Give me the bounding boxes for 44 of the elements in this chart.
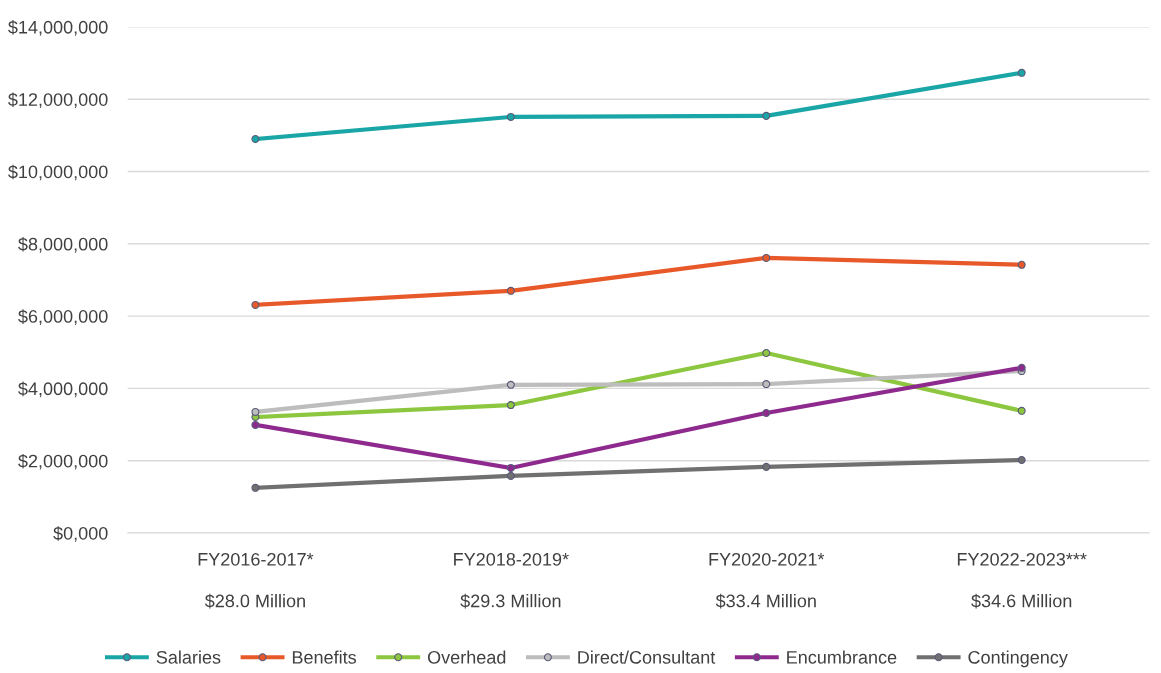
legend-label: Salaries (156, 650, 221, 664)
legend-label: Contingency (968, 650, 1068, 668)
point (506, 380, 515, 389)
text: $33.4 Million (715, 593, 816, 609)
legend-label: Overhead (427, 650, 506, 664)
point (762, 462, 771, 471)
point (762, 408, 771, 418)
text: $28.0 Million (204, 593, 305, 609)
point (251, 300, 260, 309)
x-tick-label: FY2018-2019* (454, 552, 569, 566)
y-tick-label: $0,000 (53, 526, 108, 542)
point (1017, 260, 1026, 269)
point (762, 111, 771, 120)
point (251, 483, 260, 492)
point (251, 407, 260, 416)
y-tick-label: $12,000,000 (8, 92, 108, 109)
point (506, 401, 515, 410)
x-tick-label: FY2016-2017* (198, 552, 314, 566)
x-tick-label: FY2022-2023*** (957, 552, 1087, 566)
point (506, 112, 515, 121)
y-tick-label: $4,000,000 (18, 381, 108, 398)
point (762, 348, 771, 358)
point (1017, 363, 1026, 372)
legend-label: Encumbrance (787, 650, 897, 664)
point (506, 463, 515, 472)
y-tick-label: $14,000,000 (8, 20, 108, 36)
text: $34.6 Million (971, 593, 1072, 609)
y-tick-label: $2,000,000 (18, 453, 108, 470)
point (762, 380, 771, 389)
point (506, 471, 515, 480)
legend-label: Direct/Consultant (578, 650, 716, 664)
point (1017, 406, 1026, 415)
legend-label: Benefits (292, 650, 357, 664)
point (506, 286, 515, 295)
point (1017, 68, 1026, 77)
y-tick-label: $8,000,000 (18, 236, 108, 253)
point (251, 134, 260, 144)
point (251, 420, 260, 429)
x-tick-label: FY2020-2021* (709, 552, 825, 566)
y-tick-label: $6,000,000 (18, 309, 108, 325)
y-tick-label: $10,000,000 (8, 164, 108, 181)
point (762, 253, 771, 262)
text: $29.3 Million (460, 593, 561, 609)
point (1017, 455, 1026, 465)
